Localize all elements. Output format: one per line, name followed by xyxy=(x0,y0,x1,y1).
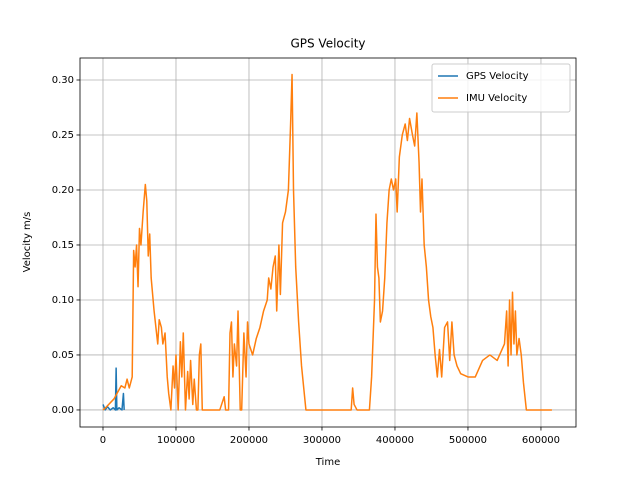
y-tick-label: 0.25 xyxy=(52,130,74,141)
legend-label: GPS Velocity xyxy=(466,71,529,82)
y-tick-label: 0.10 xyxy=(52,295,74,306)
chart-title: GPS Velocity xyxy=(290,37,365,51)
x-tick-label: 100000 xyxy=(157,435,195,446)
x-axis-label: Time xyxy=(315,457,340,468)
x-tick-label: 200000 xyxy=(230,435,268,446)
legend-label: IMU Velocity xyxy=(466,93,527,104)
x-tick-label: 500000 xyxy=(449,435,487,446)
x-tick-label: 300000 xyxy=(303,435,341,446)
y-tick-label: 0.00 xyxy=(52,405,74,416)
y-tick-label: 0.05 xyxy=(52,350,74,361)
y-tick-label: 0.15 xyxy=(52,240,74,251)
x-tick-label: 600000 xyxy=(522,435,560,446)
y-tick-label: 0.20 xyxy=(52,185,74,196)
x-tick-label: 400000 xyxy=(376,435,414,446)
data-line xyxy=(102,73,552,411)
y-tick-label: 0.30 xyxy=(52,75,74,86)
plot-frame xyxy=(79,57,577,428)
x-tick-label: 0 xyxy=(100,435,106,446)
legend-box xyxy=(431,63,571,113)
data-line xyxy=(102,367,125,411)
y-axis-label: Velocity m/s xyxy=(22,212,33,273)
